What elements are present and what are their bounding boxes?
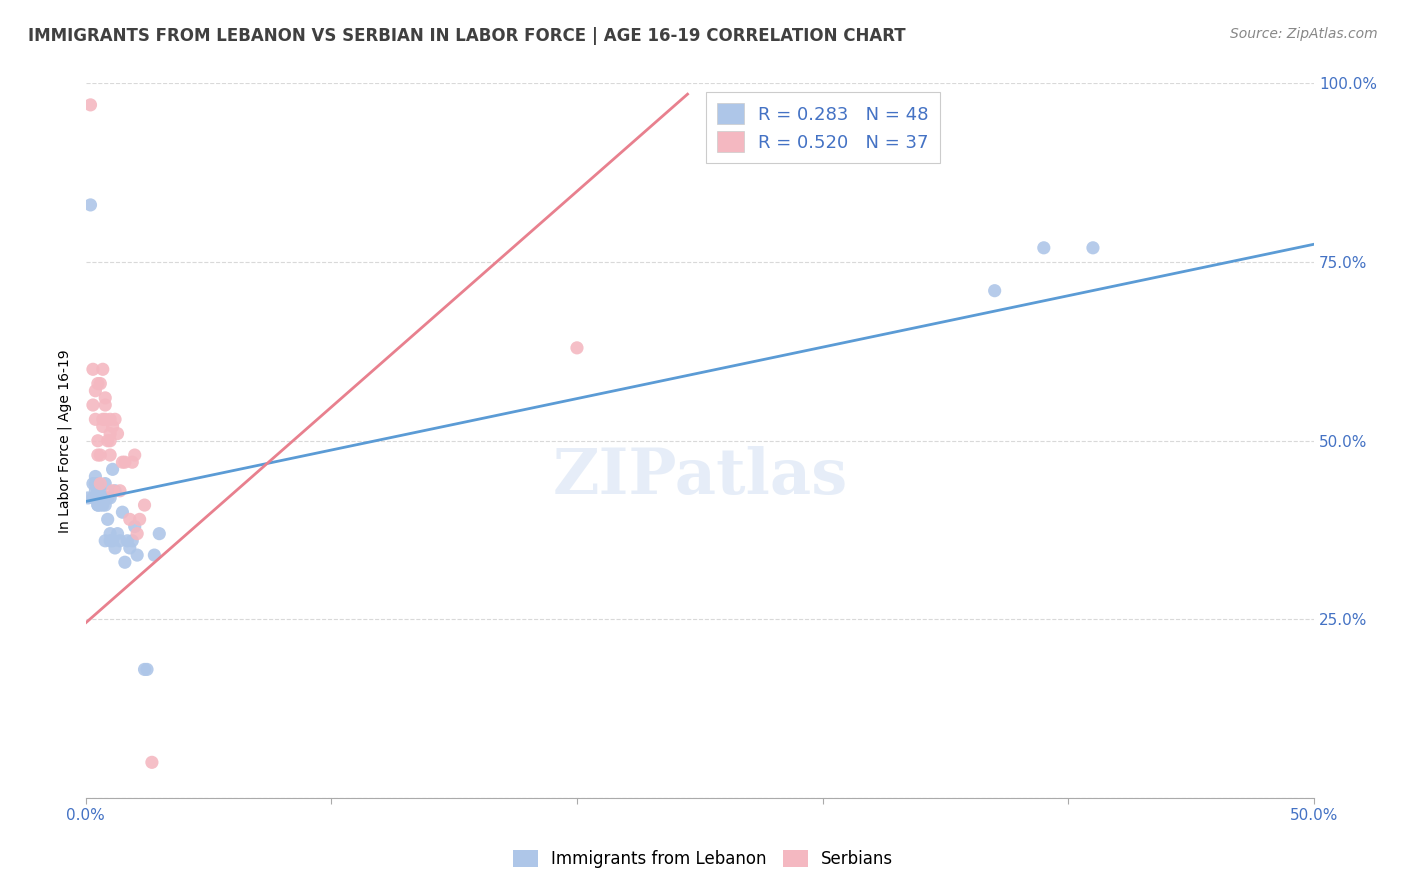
Point xyxy=(97,491,120,505)
Point xyxy=(1032,241,1054,255)
Point xyxy=(94,391,117,405)
Point xyxy=(98,491,121,505)
Point xyxy=(118,541,141,555)
Point xyxy=(107,526,129,541)
Point xyxy=(89,491,111,505)
Point xyxy=(87,483,110,498)
Point xyxy=(107,426,129,441)
Point xyxy=(127,526,149,541)
Point xyxy=(141,756,163,770)
Point xyxy=(82,476,104,491)
Point xyxy=(77,491,100,505)
Point xyxy=(98,426,121,441)
Point xyxy=(134,498,156,512)
Point xyxy=(87,498,110,512)
Point xyxy=(82,398,104,412)
Point xyxy=(94,533,117,548)
Point xyxy=(87,448,110,462)
Point xyxy=(101,462,124,476)
Point xyxy=(148,526,170,541)
Point xyxy=(104,483,127,498)
Point xyxy=(87,376,110,391)
Y-axis label: In Labor Force | Age 16-19: In Labor Force | Age 16-19 xyxy=(58,349,72,533)
Point xyxy=(98,448,121,462)
Point xyxy=(98,533,121,548)
Point xyxy=(128,512,150,526)
Point xyxy=(101,533,124,548)
Point xyxy=(94,476,117,491)
Point xyxy=(97,512,120,526)
Text: IMMIGRANTS FROM LEBANON VS SERBIAN IN LABOR FORCE | AGE 16-19 CORRELATION CHART: IMMIGRANTS FROM LEBANON VS SERBIAN IN LA… xyxy=(28,27,905,45)
Point xyxy=(94,398,117,412)
Point xyxy=(84,469,107,483)
Point xyxy=(89,476,111,491)
Point xyxy=(117,533,139,548)
Point xyxy=(87,476,110,491)
Legend: R = 0.283   N = 48, R = 0.520   N = 37: R = 0.283 N = 48, R = 0.520 N = 37 xyxy=(706,93,939,163)
Point xyxy=(108,483,131,498)
Point xyxy=(89,491,111,505)
Text: ZIPatlas: ZIPatlas xyxy=(553,446,848,507)
Legend: Immigrants from Lebanon, Serbians: Immigrants from Lebanon, Serbians xyxy=(506,843,900,875)
Point xyxy=(983,284,1005,298)
Point xyxy=(91,498,114,512)
Point xyxy=(114,555,136,569)
Point xyxy=(121,533,143,548)
Point xyxy=(79,98,101,112)
Text: Source: ZipAtlas.com: Source: ZipAtlas.com xyxy=(1230,27,1378,41)
Point xyxy=(94,491,117,505)
Point xyxy=(84,412,107,426)
Point xyxy=(104,412,127,426)
Point xyxy=(101,419,124,434)
Point xyxy=(114,455,136,469)
Point xyxy=(84,384,107,398)
Point xyxy=(124,448,146,462)
Point xyxy=(98,526,121,541)
Point xyxy=(84,483,107,498)
Point xyxy=(98,434,121,448)
Point xyxy=(101,483,124,498)
Point xyxy=(89,483,111,498)
Point xyxy=(124,519,146,533)
Point xyxy=(94,412,117,426)
Point xyxy=(91,419,114,434)
Point xyxy=(118,512,141,526)
Point xyxy=(94,498,117,512)
Point xyxy=(1081,241,1104,255)
Point xyxy=(87,498,110,512)
Point xyxy=(104,541,127,555)
Point xyxy=(111,455,134,469)
Point xyxy=(89,376,111,391)
Point xyxy=(98,412,121,426)
Point xyxy=(82,362,104,376)
Point xyxy=(82,491,104,505)
Point xyxy=(89,448,111,462)
Point xyxy=(143,548,166,562)
Point xyxy=(91,412,114,426)
Point xyxy=(127,548,149,562)
Point xyxy=(97,434,120,448)
Point xyxy=(79,198,101,212)
Point xyxy=(134,662,156,676)
Point xyxy=(108,533,131,548)
Point xyxy=(87,434,110,448)
Point xyxy=(91,491,114,505)
Point xyxy=(91,491,114,505)
Point xyxy=(121,455,143,469)
Point xyxy=(87,483,110,498)
Point xyxy=(136,662,159,676)
Point xyxy=(84,476,107,491)
Point xyxy=(111,505,134,519)
Point xyxy=(91,362,114,376)
Point xyxy=(565,341,588,355)
Point xyxy=(89,498,111,512)
